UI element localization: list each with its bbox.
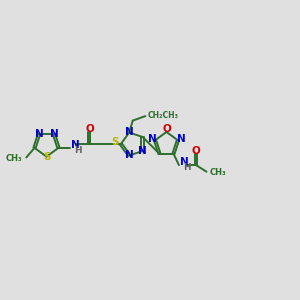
- Text: N: N: [50, 129, 58, 139]
- Text: N: N: [71, 140, 80, 150]
- Text: N: N: [138, 146, 147, 156]
- Text: CH₃: CH₃: [209, 168, 226, 177]
- Text: O: O: [192, 146, 201, 156]
- Text: N: N: [180, 158, 189, 167]
- Text: N: N: [35, 129, 44, 139]
- Text: N: N: [148, 134, 156, 144]
- Text: N: N: [125, 127, 134, 137]
- Text: N: N: [125, 150, 134, 161]
- Text: H: H: [183, 163, 191, 172]
- Text: S: S: [111, 137, 118, 147]
- Text: CH₂CH₃: CH₂CH₃: [148, 111, 179, 120]
- Text: O: O: [85, 124, 94, 134]
- Text: N: N: [176, 134, 185, 144]
- Text: S: S: [43, 152, 50, 162]
- Text: H: H: [74, 146, 82, 155]
- Text: CH₃: CH₃: [6, 154, 23, 163]
- Text: O: O: [162, 124, 171, 134]
